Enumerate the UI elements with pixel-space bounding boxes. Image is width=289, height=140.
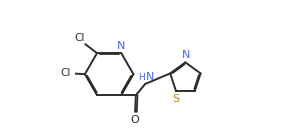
Text: N: N (146, 72, 154, 82)
Text: Cl: Cl (61, 68, 71, 78)
Text: S: S (173, 94, 179, 104)
Text: O: O (131, 115, 140, 125)
Text: Cl: Cl (74, 33, 85, 43)
Text: N: N (181, 50, 190, 60)
Text: N: N (117, 41, 126, 51)
Text: H: H (138, 73, 144, 81)
